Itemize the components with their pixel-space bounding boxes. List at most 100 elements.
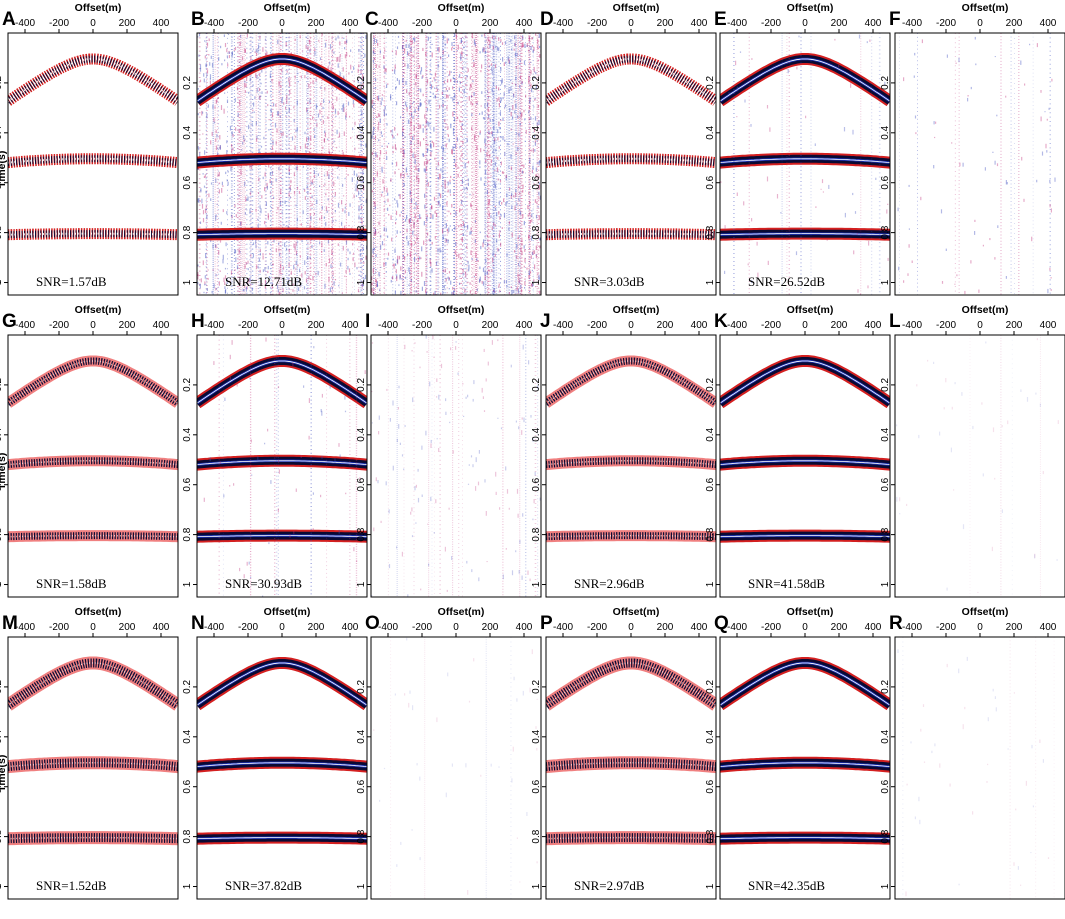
noise-speck [346,52,348,57]
noise-speck [205,253,207,258]
noise-speck [356,180,358,185]
noise-speck [537,205,539,208]
noise-speck [410,120,412,126]
noise-speck [529,578,531,582]
noise-speck [898,266,900,271]
noise-speck [323,99,325,103]
noise-speck [434,72,436,77]
noise-speck [450,347,452,351]
y-tick-label: 0.2 [705,378,716,392]
noise-speck [410,149,412,152]
noise-speck [412,136,414,140]
noise-speck [529,99,531,102]
noise-speck [373,289,375,291]
noise-speck [356,560,358,562]
seismic-section [720,335,890,597]
noise-speck [1049,267,1051,271]
noise-speck [378,114,381,117]
noise-speck [516,698,518,702]
noise-speck [295,204,297,207]
noise-speck [303,188,305,190]
noise-speck [486,39,488,41]
y-tick-label: 1 [356,883,367,889]
noise-speck [502,97,504,100]
noise-speck [372,50,374,54]
noise-speck [371,276,373,280]
noise-speck [420,70,422,75]
noise-speck [418,168,420,172]
noise-speck [460,256,462,259]
noise-speck [530,283,533,286]
noise-speck [250,284,252,286]
noise-speck [342,245,344,251]
noise-speck [508,507,510,510]
noise-speck [336,57,338,62]
y-tick-label: 0.4 [531,427,542,441]
noise-speck [341,200,343,205]
noise-speck [373,247,375,251]
noise-speck [501,78,503,83]
noise-speck [333,281,335,286]
y-tick-label: 0.6 [880,477,891,491]
noise-speck [330,264,332,268]
noise-speck [456,80,458,83]
noise-speck [1044,111,1046,113]
noise-speck [1036,43,1038,48]
noise-speck [325,222,327,227]
noise-speck [425,289,427,293]
noise-speck [498,103,500,108]
noise-speck [471,258,473,260]
noise-speck [265,52,267,56]
noise-speck [516,837,518,839]
noise-speck [203,185,206,188]
noise-speck [315,78,317,82]
noise-speck [426,128,428,131]
noise-speck [494,224,496,227]
noise-speck [489,154,491,158]
noise-speck [374,136,377,139]
noise-speck [510,195,512,199]
noise-speck [496,167,499,173]
noise-speck [296,186,299,190]
noise-speck [1034,553,1036,558]
noise-speck [215,215,217,221]
noise-speck [391,162,393,165]
noise-speck [914,115,917,119]
noise-speck [337,136,339,138]
noise-speck [521,81,523,85]
noise-speck [235,214,237,218]
event-1-gaps [546,58,716,103]
noise-speck [498,146,500,149]
noise-speck [396,78,398,81]
noise-speck [337,202,340,208]
noise-speck [271,264,273,266]
noise-speck [211,63,214,68]
noise-speck [391,276,393,279]
noise-speck [276,128,278,133]
noise-speck [504,41,507,45]
noise-speck [992,151,994,153]
noise-speck [246,285,248,290]
noise-speck [539,237,541,241]
noise-speck [494,253,496,257]
noise-speck [483,410,486,412]
noise-speck [202,133,204,135]
noise-speck [269,192,271,194]
noise-speck [498,249,500,252]
noise-speck [334,279,337,281]
noise-speck [414,108,416,113]
event-2-center [197,158,367,163]
noise-speck [210,55,212,59]
noise-speck [241,149,243,151]
noise-speck [339,454,341,458]
noise-speck [449,182,451,185]
noise-speck [420,67,423,72]
y-tick-label: 0.6 [182,779,193,793]
noise-speck [1032,805,1034,808]
noise-speck [295,260,297,265]
noise-speck [331,287,333,289]
noise-speck [533,279,535,282]
x-tick-label: 400 [342,320,359,331]
noise-speck [420,588,422,591]
